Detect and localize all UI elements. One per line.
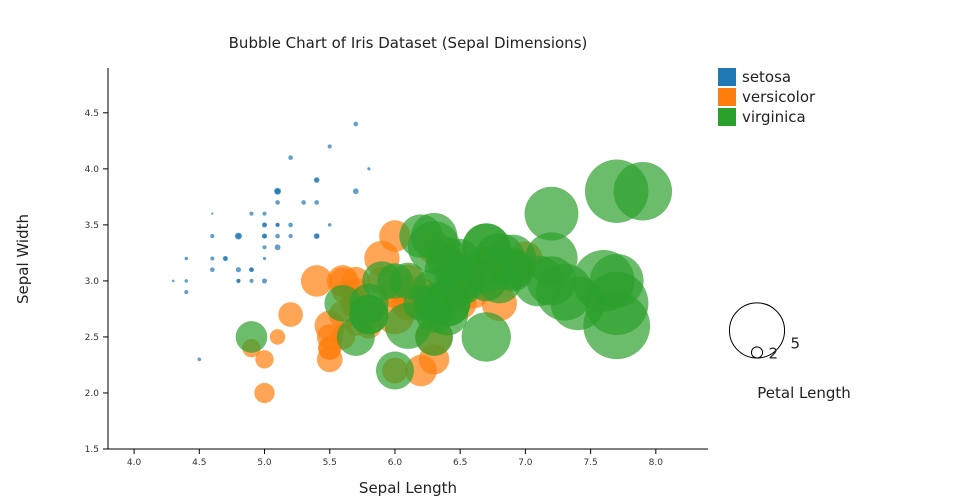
x-tick-label: 4.5 [192, 458, 206, 468]
bubble[interactable] [415, 317, 454, 356]
bubble[interactable] [550, 276, 605, 331]
x-tick-label: 4.0 [127, 458, 142, 468]
bubble[interactable] [274, 244, 281, 251]
color-legend: setosa versicolor virginica [718, 68, 816, 126]
bubble[interactable] [210, 256, 215, 261]
y-tick-label: 3.5 [85, 221, 99, 231]
size-legend-title: Petal Length [757, 384, 851, 402]
bubble[interactable] [349, 294, 389, 335]
bubble[interactable] [300, 265, 333, 297]
bubble[interactable] [314, 233, 320, 239]
bubble[interactable] [439, 260, 481, 302]
bubble[interactable] [288, 222, 293, 228]
legend-swatch-virginica [718, 108, 736, 126]
bubble[interactable] [235, 267, 242, 273]
y-tick-label: 2.0 [85, 389, 100, 399]
bubble[interactable] [301, 200, 306, 205]
bubble[interactable] [275, 200, 280, 205]
bubble[interactable] [262, 256, 267, 261]
x-axis-title: Sepal Length [359, 479, 457, 497]
size-legend-circle [750, 346, 764, 359]
bubble[interactable] [327, 144, 332, 149]
bubble[interactable] [353, 121, 359, 127]
bubble[interactable] [362, 261, 402, 301]
y-ticks: 1.5 2.0 2.5 3.0 3.5 4.0 4.5 [85, 109, 108, 455]
bubble[interactable] [249, 267, 254, 273]
axes: 4.0 4.5 5.0 5.5 6.0 6.5 7.0 7.5 8.0 1.5 2.0 2.5 3.0… [85, 68, 708, 468]
size-legend-label: 2 [769, 345, 779, 363]
legend-label-virginica: virginica [742, 108, 806, 126]
bubble[interactable] [184, 290, 189, 295]
bubble[interactable] [399, 214, 443, 258]
bubble[interactable] [278, 302, 303, 327]
y-tick-label: 2.5 [85, 333, 99, 343]
bubble[interactable] [613, 161, 673, 221]
bubble[interactable] [274, 188, 281, 194]
bubble[interactable] [327, 223, 332, 227]
bubble[interactable] [249, 278, 254, 283]
y-axis-title: Sepal Width [14, 214, 32, 304]
bubble[interactable] [261, 233, 268, 239]
series-setosa [171, 121, 371, 362]
series-virginica [235, 159, 673, 390]
bubble-layer [171, 121, 673, 404]
size-legend: Petal Length 52 [728, 302, 851, 402]
x-tick-label: 5.5 [323, 458, 337, 468]
bubble[interactable] [261, 222, 268, 228]
x-tick-label: 8.0 [649, 458, 664, 468]
bubble[interactable] [171, 279, 175, 283]
bubble[interactable] [275, 233, 280, 239]
x-tick-label: 6.0 [388, 458, 403, 468]
bubble[interactable] [249, 211, 254, 216]
size-legend-label: 5 [791, 335, 801, 353]
legend-swatch-versicolor [718, 88, 736, 106]
bubble[interactable] [254, 382, 275, 404]
x-ticks: 4.0 4.5 5.0 5.5 6.0 6.5 7.0 7.5 8.0 [127, 449, 663, 468]
bubble[interactable] [461, 312, 511, 362]
bubble[interactable] [275, 222, 280, 227]
bubble[interactable] [210, 267, 215, 273]
bubble[interactable] [210, 234, 215, 239]
bubble[interactable] [288, 155, 293, 160]
bubble[interactable] [261, 278, 268, 284]
y-tick-label: 3.0 [85, 277, 100, 287]
bubble[interactable] [524, 186, 579, 241]
bubble[interactable] [352, 188, 359, 195]
y-tick-label: 4.5 [85, 109, 99, 119]
legend-label-setosa: setosa [742, 68, 791, 86]
chart-title: Bubble Chart of Iris Dataset (Sepal Dime… [229, 34, 588, 52]
bubble[interactable] [367, 167, 371, 171]
y-tick-label: 1.5 [85, 445, 99, 455]
bubble[interactable] [314, 178, 319, 182]
legend-label-versicolor: versicolor [742, 88, 816, 106]
bubble[interactable] [288, 234, 293, 239]
bubble[interactable] [462, 223, 511, 272]
bubble[interactable] [255, 350, 274, 369]
x-tick-label: 7.5 [583, 458, 597, 468]
bubble[interactable] [222, 255, 228, 262]
x-tick-label: 6.5 [453, 458, 467, 468]
bubble[interactable] [262, 245, 267, 250]
bubble[interactable] [375, 351, 414, 390]
bubble[interactable] [234, 232, 242, 240]
x-tick-label: 7.0 [518, 458, 533, 468]
bubble[interactable] [184, 279, 189, 283]
bubble[interactable] [211, 212, 214, 215]
bubble[interactable] [235, 321, 268, 353]
bubble[interactable] [184, 256, 189, 261]
bubble[interactable] [314, 200, 320, 205]
bubble[interactable] [589, 254, 644, 308]
x-tick-label: 5.0 [257, 458, 272, 468]
bubble[interactable] [197, 357, 202, 362]
bubble[interactable] [262, 211, 267, 216]
bubble[interactable] [269, 329, 286, 345]
legend-swatch-setosa [718, 68, 736, 86]
bubble[interactable] [236, 278, 241, 283]
y-tick-label: 4.0 [85, 165, 100, 175]
